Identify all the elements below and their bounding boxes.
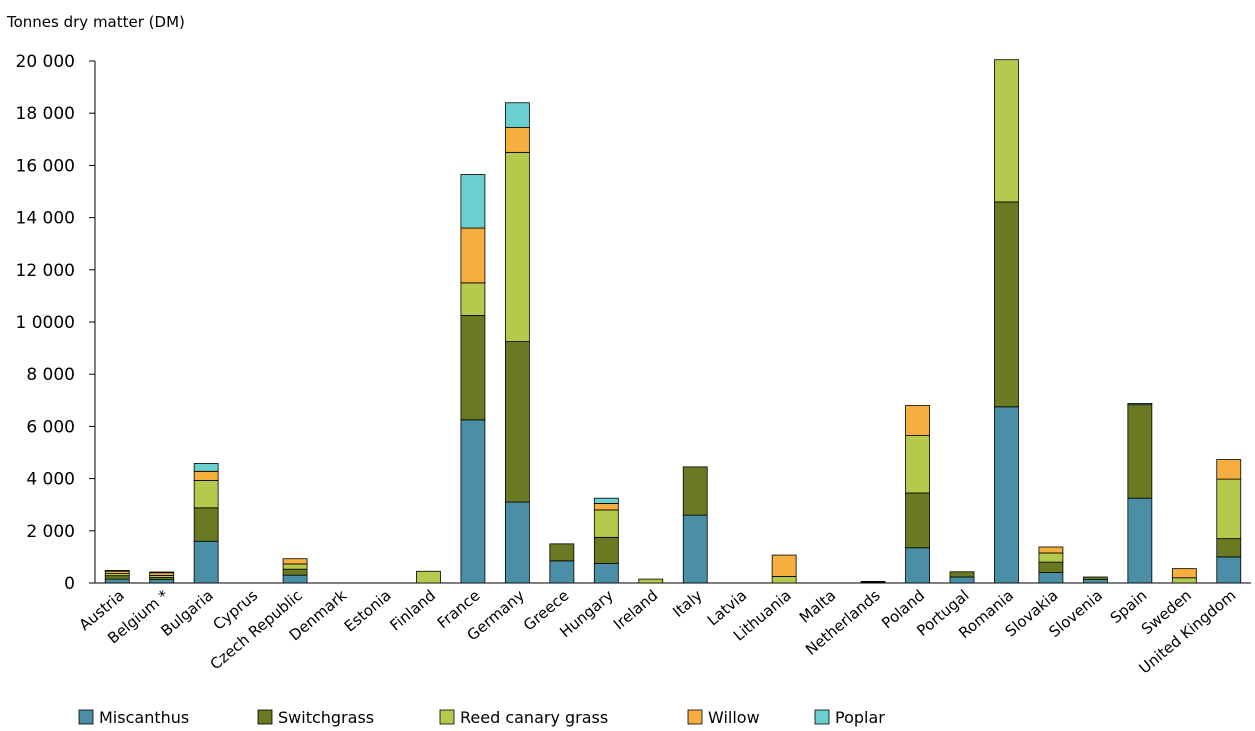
bar-austria-switchgrass bbox=[104, 575, 130, 580]
bar-austria-poplar bbox=[104, 570, 130, 572]
x-tick-label: Finland bbox=[386, 586, 439, 634]
legend-swatch-reed-canary-grass bbox=[439, 709, 455, 725]
x-tick-label: Estonia bbox=[341, 586, 395, 635]
bar-czech-republic-willow bbox=[282, 558, 308, 565]
bar-belgium-miscanthus bbox=[149, 579, 175, 584]
bar-greece-miscanthus bbox=[549, 560, 575, 584]
bar-bulgaria-willow bbox=[193, 470, 219, 481]
bar-romania-switchgrass bbox=[994, 201, 1019, 408]
bar-bulgaria-poplar bbox=[193, 463, 219, 472]
bar-slovakia-switchgrass bbox=[1038, 561, 1064, 573]
bar-ireland-reed-canary-grass bbox=[638, 578, 664, 584]
y-tick-label: 1 0000 bbox=[16, 313, 75, 333]
bar-france-poplar bbox=[460, 174, 486, 229]
bar-finland-reed-canary-grass bbox=[416, 570, 441, 584]
y-axis-label: Tonnes dry matter (DM) bbox=[6, 13, 185, 31]
bar-slovenia-switchgrass bbox=[1082, 576, 1108, 581]
y-tick-label: 20 000 bbox=[16, 52, 75, 72]
y-tick-label: 2 000 bbox=[26, 522, 75, 542]
bar-czech-republic-switchgrass bbox=[282, 568, 308, 576]
bar-germany-poplar bbox=[504, 102, 530, 128]
bar-hungary-reed-canary-grass bbox=[593, 509, 619, 538]
bar-hungary-miscanthus bbox=[593, 563, 619, 584]
bar-slovakia-miscanthus bbox=[1038, 572, 1064, 584]
bar-poland-reed-canary-grass bbox=[905, 435, 930, 494]
bar-hungary-switchgrass bbox=[593, 536, 619, 564]
bar-sweden-willow bbox=[1171, 568, 1197, 579]
legend-label-reed-canary-grass: Reed canary grass bbox=[460, 708, 608, 727]
y-tick-label: 14 000 bbox=[16, 209, 75, 229]
bar-spain-miscanthus bbox=[1127, 497, 1153, 584]
y-tick-label: 18 000 bbox=[16, 104, 75, 124]
bar-romania-miscanthus bbox=[994, 406, 1019, 584]
y-tick-label: 12 000 bbox=[16, 261, 75, 281]
legend-label-poplar: Poplar bbox=[835, 708, 885, 727]
bar-italy-switchgrass bbox=[682, 466, 708, 516]
bar-hungary-willow bbox=[593, 502, 619, 511]
bar-france-reed-canary-grass bbox=[460, 282, 486, 316]
bar-united-kingdom-switchgrass bbox=[1216, 538, 1242, 558]
y-tick-label: 8 000 bbox=[26, 365, 75, 385]
bar-united-kingdom-miscanthus bbox=[1216, 556, 1242, 584]
legend-swatch-poplar bbox=[814, 709, 830, 725]
bar-germany-willow bbox=[504, 127, 530, 153]
legend-label-switchgrass: Switchgrass bbox=[278, 708, 374, 727]
bar-poland-miscanthus bbox=[905, 547, 930, 584]
bar-france-willow bbox=[460, 227, 486, 284]
bar-romania-reed-canary-grass bbox=[994, 59, 1019, 203]
bar-france-switchgrass bbox=[460, 315, 486, 421]
legend-swatch-switchgrass bbox=[257, 709, 273, 725]
bar-poland-willow bbox=[905, 405, 930, 436]
y-tick-label: 4 000 bbox=[26, 470, 75, 490]
legend: Miscanthus Switchgrass Reed canary grass Wi… bbox=[78, 708, 885, 727]
bar-lithuania-reed-canary-grass bbox=[771, 576, 797, 584]
bar-germany-reed-canary-grass bbox=[504, 151, 530, 342]
bar-united-kingdom-reed-canary-grass bbox=[1216, 478, 1242, 540]
bar-united-kingdom-willow bbox=[1216, 459, 1242, 480]
bar-czech-republic-miscanthus bbox=[282, 574, 308, 584]
bar-bulgaria-reed-canary-grass bbox=[193, 480, 219, 509]
bar-spain-poplar bbox=[1127, 403, 1153, 406]
bar-germany-switchgrass bbox=[504, 341, 530, 503]
bars bbox=[104, 59, 1242, 584]
legend-label-willow: Willow bbox=[708, 708, 760, 727]
bar-greece-switchgrass bbox=[549, 543, 575, 562]
bar-france-miscanthus bbox=[460, 419, 486, 584]
x-tick-label: Italy bbox=[669, 586, 706, 621]
bar-slovenia-miscanthus bbox=[1082, 579, 1108, 584]
y-tick-label: 0 bbox=[64, 574, 75, 594]
bar-portugal-switchgrass bbox=[949, 571, 975, 578]
bar-spain-switchgrass bbox=[1127, 404, 1153, 499]
y-tick-label: 6 000 bbox=[26, 417, 75, 437]
legend-swatch-miscanthus bbox=[78, 709, 94, 725]
bar-germany-miscanthus bbox=[504, 501, 530, 584]
bar-italy-miscanthus bbox=[682, 514, 708, 584]
bar-netherlands-switchgrass bbox=[860, 581, 886, 583]
legend-label-miscanthus: Miscanthus bbox=[99, 708, 189, 727]
bar-slovakia-reed-canary-grass bbox=[1038, 552, 1064, 563]
y-tick-label: 16 000 bbox=[16, 156, 75, 176]
bar-sweden-reed-canary-grass bbox=[1171, 577, 1197, 584]
y-axis-ticks: 0 2 000 4 000 6 000 8 000 1 0000 12 000 14 000 1… bbox=[16, 52, 95, 594]
bar-austria-miscanthus bbox=[104, 578, 130, 584]
bar-bulgaria-switchgrass bbox=[193, 507, 219, 542]
bar-lithuania-willow bbox=[771, 554, 797, 577]
bar-belgium-poplar bbox=[149, 571, 175, 574]
x-tick-label: Ireland bbox=[610, 586, 661, 633]
bar-bulgaria-miscanthus bbox=[193, 540, 219, 584]
bar-poland-switchgrass bbox=[905, 492, 930, 549]
legend-swatch-willow bbox=[687, 709, 703, 725]
bar-czech-republic-reed-canary-grass bbox=[282, 563, 308, 570]
bar-portugal-miscanthus bbox=[949, 576, 975, 584]
bar-hungary-poplar bbox=[593, 497, 619, 504]
bar-slovakia-willow bbox=[1038, 546, 1064, 554]
